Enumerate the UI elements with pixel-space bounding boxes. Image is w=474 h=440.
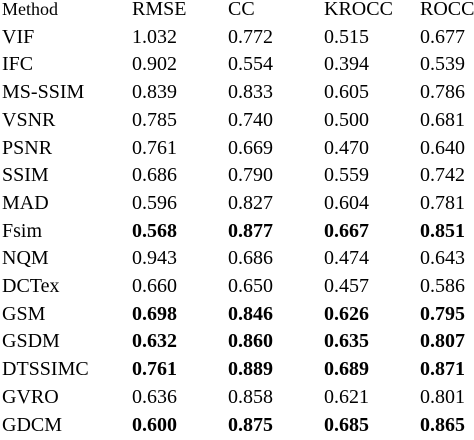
cell-method: GSDM	[2, 330, 60, 353]
cell-method: VIF	[2, 25, 35, 48]
cell-krocc: 0.559	[324, 164, 369, 187]
cell-method: DTSSIMC	[2, 358, 89, 381]
cell-cc: 0.875	[228, 413, 273, 436]
cell-cc: 0.740	[228, 108, 273, 131]
cell-krocc: 0.470	[324, 136, 369, 159]
column-header-rmse: RMSE	[132, 0, 187, 20]
column-header-rocc: ROCC	[420, 0, 474, 20]
cell-rocc: 0.801	[420, 385, 465, 408]
cell-rocc: 0.643	[420, 247, 465, 270]
cell-rmse: 0.568	[132, 219, 177, 242]
column-header-cc: CC	[228, 0, 255, 20]
cell-rmse: 0.596	[132, 191, 177, 214]
table-row: GSDM 0.632 0.860 0.635 0.807	[0, 328, 474, 356]
cell-cc: 0.686	[228, 247, 273, 270]
cell-rocc: 0.786	[420, 81, 465, 104]
cell-krocc: 0.394	[324, 53, 369, 76]
cell-cc: 0.554	[228, 53, 273, 76]
cell-rmse: 0.761	[132, 136, 177, 159]
cell-rocc: 0.807	[420, 330, 465, 353]
cell-rmse: 0.761	[132, 358, 177, 381]
table-row: VIF 1.032 0.772 0.515 0.677	[0, 24, 474, 52]
cell-rocc: 0.539	[420, 53, 465, 76]
table-row: SSIM 0.686 0.790 0.559 0.742	[0, 162, 474, 190]
cell-krocc: 0.474	[324, 247, 369, 270]
cell-method: MS-SSIM	[2, 81, 85, 104]
cell-rmse: 0.943	[132, 247, 177, 270]
table-row: DCTex 0.660 0.650 0.457 0.586	[0, 273, 474, 301]
cell-rmse: 0.660	[132, 275, 177, 298]
cell-cc: 0.846	[228, 302, 273, 325]
table-row: IFC 0.902 0.554 0.394 0.539	[0, 51, 474, 79]
cell-rocc: 0.795	[420, 302, 465, 325]
cell-cc: 0.833	[228, 81, 273, 104]
column-header-krocc: KROCC	[324, 0, 393, 20]
cell-krocc: 0.500	[324, 108, 369, 131]
cell-krocc: 0.667	[324, 219, 369, 242]
cell-rocc: 0.871	[420, 358, 465, 381]
cell-krocc: 0.621	[324, 385, 369, 408]
cell-rocc: 0.640	[420, 136, 465, 159]
cell-cc: 0.858	[228, 385, 273, 408]
table-row: Fsim 0.568 0.877 0.667 0.851	[0, 218, 474, 246]
table-row: MS-SSIM 0.839 0.833 0.605 0.786	[0, 79, 474, 107]
cell-rocc: 0.742	[420, 164, 465, 187]
cell-krocc: 0.457	[324, 275, 369, 298]
cell-rocc: 0.677	[420, 25, 465, 48]
cell-krocc: 0.604	[324, 191, 369, 214]
cell-rocc: 0.851	[420, 219, 465, 242]
cell-krocc: 0.635	[324, 330, 369, 353]
table-row: GVRO 0.636 0.858 0.621 0.801	[0, 384, 474, 412]
cell-cc: 0.877	[228, 219, 273, 242]
cell-method: SSIM	[2, 164, 49, 187]
cell-rocc: 0.681	[420, 108, 465, 131]
cell-cc: 0.790	[228, 164, 273, 187]
cell-rmse: 1.032	[132, 25, 177, 48]
cell-cc: 0.669	[228, 136, 273, 159]
table-body: VIF 1.032 0.772 0.515 0.677 IFC 0.902 0.554 0.39…	[0, 24, 474, 440]
cell-cc: 0.827	[228, 191, 273, 214]
cell-method: PSNR	[2, 136, 53, 159]
cell-method: VSNR	[2, 108, 56, 131]
cell-rmse: 0.636	[132, 385, 177, 408]
table-row: VSNR 0.785 0.740 0.500 0.681	[0, 107, 474, 135]
cell-method: NQM	[2, 247, 49, 270]
column-header-method: Method	[2, 0, 58, 19]
cell-method: GVRO	[2, 385, 59, 408]
cell-cc: 0.650	[228, 275, 273, 298]
table-row: GDCM 0.600 0.875 0.685 0.865	[0, 412, 474, 440]
cell-rmse: 0.839	[132, 81, 177, 104]
cell-cc: 0.889	[228, 358, 273, 381]
cell-method: Fsim	[2, 219, 43, 242]
cell-method: IFC	[2, 53, 34, 76]
cell-cc: 0.772	[228, 25, 273, 48]
cell-rmse: 0.686	[132, 164, 177, 187]
cell-rmse: 0.632	[132, 330, 177, 353]
cell-method: GDCM	[2, 413, 63, 436]
cell-krocc: 0.689	[324, 358, 369, 381]
cell-method: DCTex	[2, 275, 60, 298]
cell-rmse: 0.902	[132, 53, 177, 76]
cell-krocc: 0.515	[324, 25, 369, 48]
cell-method: MAD	[2, 191, 49, 214]
cell-krocc: 0.605	[324, 81, 369, 104]
cell-rmse: 0.698	[132, 302, 177, 325]
table-row: DTSSIMC 0.761 0.889 0.689 0.871	[0, 356, 474, 384]
table-header-row: Method RMSE CC KROCC ROCC	[0, 0, 474, 24]
table-row: GSM 0.698 0.846 0.626 0.795	[0, 301, 474, 329]
table-row: PSNR 0.761 0.669 0.470 0.640	[0, 135, 474, 163]
cell-rocc: 0.781	[420, 191, 465, 214]
cell-method: GSM	[2, 302, 46, 325]
cell-rmse: 0.600	[132, 413, 177, 436]
cell-rocc: 0.865	[420, 413, 465, 436]
cell-krocc: 0.626	[324, 302, 369, 325]
cell-cc: 0.860	[228, 330, 273, 353]
cell-krocc: 0.685	[324, 413, 369, 436]
table-row: NQM 0.943 0.686 0.474 0.643	[0, 245, 474, 273]
table-row: MAD 0.596 0.827 0.604 0.781	[0, 190, 474, 218]
cell-rmse: 0.785	[132, 108, 177, 131]
cell-rocc: 0.586	[420, 275, 465, 298]
